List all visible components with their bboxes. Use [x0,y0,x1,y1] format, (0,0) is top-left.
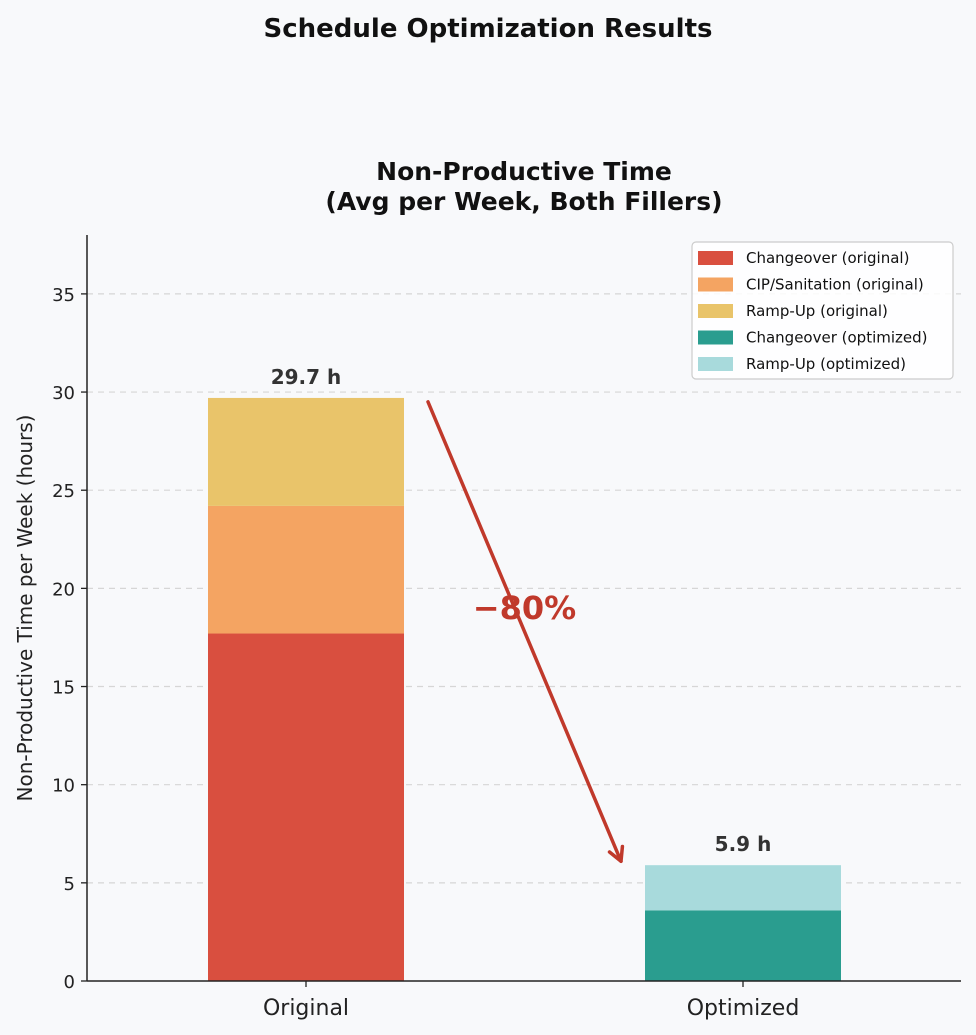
legend-label-ramp-up-original: Ramp-Up (original) [746,302,888,320]
legend: Changeover (original) CIP/Sanitation (ori… [691,241,954,380]
y-tick-label-20: 20 [52,579,75,600]
chart-title-line1: Non-Productive Time [376,157,672,186]
annotation: −80% [426,400,625,863]
legend-swatch-ramp-up-original [698,304,733,318]
y-tick-label-35: 35 [52,285,75,306]
bar-changeover-original [208,633,404,981]
reduction-arrow-head [607,844,625,863]
figure-suptitle: Schedule Optimization Results [264,14,713,44]
y-axis-label: Non-Productive Time per Week (hours) [13,415,37,802]
x-tick-label-optimized: Optimized [687,996,800,1021]
legend-label-changeover-optimized: Changeover (optimized) [746,329,928,347]
chart-title-line2: (Avg per Week, Both Fillers) [325,187,722,216]
y-tick-label-0: 0 [64,972,75,993]
legend-swatch-ramp-up-optimized [698,357,733,371]
y-tick-label-5: 5 [64,874,75,895]
x-tick-label-original: Original [263,996,349,1021]
legend-swatch-changeover-original [698,251,733,265]
total-labels: 29.7 h 5.9 h [271,365,772,856]
legend-box [691,241,954,380]
reduction-arrow [426,400,623,863]
legend-label-ramp-up-optimized: Ramp-Up (optimized) [746,355,906,373]
total-label-optimized: 5.9 h [715,832,772,856]
total-label-original: 29.7 h [271,365,342,389]
legend-label-changeover-original: Changeover (original) [746,249,909,267]
bars [208,397,841,981]
reduction-label: −80% [473,589,576,627]
y-tick-label-10: 10 [52,776,75,797]
y-tick-label-30: 30 [52,383,75,404]
legend-swatch-changeover-optimized [698,330,733,345]
x-ticks: Original Optimized [263,981,799,1021]
bar-ramp-up-original [208,397,404,506]
bar-ramp-up-optimized [645,865,841,911]
y-ticks: 0 5 10 15 20 25 30 35 [52,285,87,993]
y-tick-label-25: 25 [52,481,75,502]
bar-cip-sanitation-original [208,505,404,634]
bar-changeover-optimized [645,910,841,981]
legend-swatch-cip-sanitation-original [698,277,733,292]
y-tick-label-15: 15 [52,678,75,699]
legend-label-cip-sanitation-original: CIP/Sanitation (original) [746,276,924,294]
